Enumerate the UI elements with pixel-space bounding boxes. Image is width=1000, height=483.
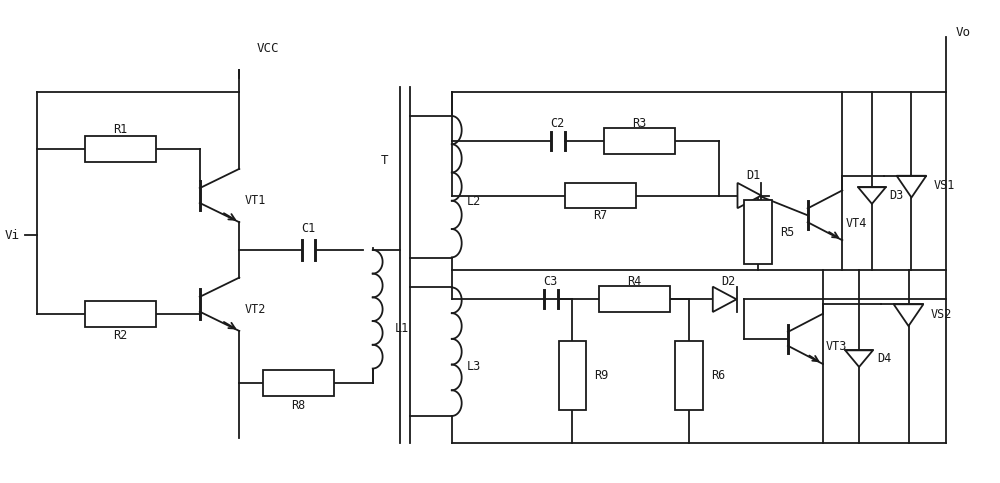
Text: L1: L1 xyxy=(394,323,409,336)
Text: L2: L2 xyxy=(467,195,481,208)
Text: R8: R8 xyxy=(291,398,306,412)
Text: R5: R5 xyxy=(780,226,794,239)
Bar xyxy=(85,301,156,327)
Polygon shape xyxy=(858,187,886,204)
Polygon shape xyxy=(737,183,761,208)
Bar xyxy=(85,136,156,162)
Text: Vo: Vo xyxy=(956,26,971,39)
Text: VT1: VT1 xyxy=(244,194,266,207)
Text: Vi: Vi xyxy=(5,228,20,242)
Text: R1: R1 xyxy=(114,123,128,136)
Polygon shape xyxy=(897,176,926,198)
Text: R7: R7 xyxy=(593,209,607,222)
Polygon shape xyxy=(713,287,737,312)
Text: R6: R6 xyxy=(711,369,725,382)
Text: C2: C2 xyxy=(550,117,565,130)
Polygon shape xyxy=(845,350,873,367)
Text: D3: D3 xyxy=(890,189,904,202)
Bar xyxy=(744,200,772,264)
Text: R2: R2 xyxy=(114,329,128,342)
Polygon shape xyxy=(894,304,923,326)
Bar xyxy=(559,341,586,410)
Text: VT3: VT3 xyxy=(825,341,847,353)
Bar xyxy=(675,341,703,410)
Text: VT4: VT4 xyxy=(845,217,867,230)
Text: C1: C1 xyxy=(301,222,316,235)
Text: R4: R4 xyxy=(628,275,642,288)
Text: R3: R3 xyxy=(633,117,647,130)
Text: VS1: VS1 xyxy=(933,179,955,192)
Text: D4: D4 xyxy=(877,352,891,365)
Bar xyxy=(604,128,675,154)
Text: D1: D1 xyxy=(746,169,760,182)
Bar xyxy=(599,286,670,312)
Bar xyxy=(565,183,636,208)
Text: T: T xyxy=(381,155,389,168)
Text: D2: D2 xyxy=(721,275,736,288)
Text: C3: C3 xyxy=(544,275,558,288)
Text: L3: L3 xyxy=(467,360,481,373)
Text: VCC: VCC xyxy=(257,42,280,55)
Text: R9: R9 xyxy=(594,369,608,382)
Text: VS2: VS2 xyxy=(930,308,952,321)
Bar xyxy=(263,370,334,396)
Text: VT2: VT2 xyxy=(244,303,266,316)
